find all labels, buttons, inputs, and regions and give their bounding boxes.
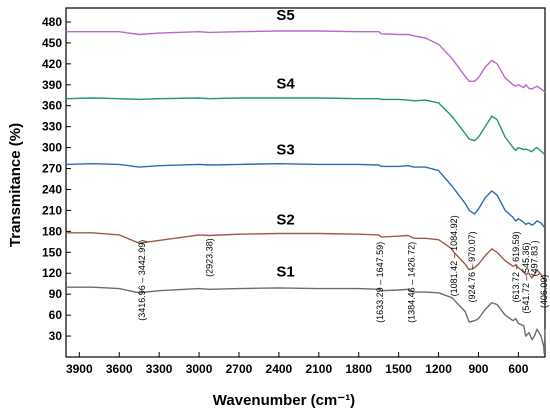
peak-annotation: (613.72 – 619.59) — [511, 231, 521, 302]
x-tick-label: 600 — [508, 362, 528, 376]
y-tick-label: 180 — [42, 224, 62, 238]
series-label-s4: S4 — [276, 75, 295, 92]
x-tick-label: 3600 — [106, 362, 133, 376]
peak-annotation: (406.09) — [539, 275, 549, 309]
y-tick-label: 480 — [42, 15, 62, 29]
peak-annotation: (497.83 ) — [529, 240, 539, 276]
series-label-s5: S5 — [276, 7, 294, 24]
y-tick-label: 330 — [42, 120, 62, 134]
peak-annotation: (1384.46 – 1426.72) — [406, 242, 416, 323]
series-label-s1: S1 — [276, 264, 294, 281]
x-tick-label: 3000 — [186, 362, 213, 376]
y-tick-label: 120 — [42, 266, 62, 280]
y-tick-label: 60 — [49, 308, 63, 322]
y-tick-label: 420 — [42, 57, 62, 71]
x-tick-label: 3900 — [66, 362, 93, 376]
peak-annotation: (1633.29 – 1647.59) — [375, 242, 385, 323]
y-tick-label: 150 — [42, 245, 62, 259]
series-label-s2: S2 — [276, 211, 294, 228]
y-tick-label: 390 — [42, 78, 62, 92]
x-tick-label: 900 — [468, 362, 488, 376]
y-axis-title: Transmitance (%) — [7, 123, 24, 247]
y-tick-label: 270 — [42, 162, 62, 176]
series-line-s4 — [65, 97, 546, 156]
y-tick-label: 360 — [42, 99, 62, 113]
y-tick-label: 90 — [49, 287, 63, 301]
peak-annotation: (2923.38) — [204, 238, 214, 277]
series-line-s1 — [66, 286, 546, 355]
series-label-s3: S3 — [276, 142, 294, 159]
peak-annotation: (541.72 – 545.36) — [521, 243, 531, 314]
x-tick-label: 1200 — [425, 362, 452, 376]
series-line-s3 — [65, 163, 546, 229]
y-tick-label: 240 — [42, 182, 62, 196]
x-tick-label: 1500 — [385, 362, 412, 376]
x-tick-label: 2400 — [266, 362, 293, 376]
y-tick-label: 210 — [42, 203, 62, 217]
x-tick-label: 2100 — [305, 362, 332, 376]
peak-annotation: (3416.96 – 3442.99) — [137, 240, 147, 321]
x-tick-label: 3300 — [146, 362, 173, 376]
peak-annotation: (1081.42 – 1084.92) — [449, 215, 459, 296]
x-axis-title: Wavenumber (cm⁻¹) — [213, 392, 355, 409]
y-tick-label: 30 — [49, 329, 63, 343]
x-tick-label: 1800 — [345, 362, 372, 376]
y-tick-label: 450 — [42, 36, 62, 50]
plot-frame — [65, 7, 546, 358]
peak-annotation: (924.76 – 970.07) — [467, 231, 477, 302]
series-line-s2 — [66, 232, 546, 281]
series-line-s5 — [66, 30, 546, 93]
x-tick-label: 2700 — [226, 362, 253, 376]
y-tick-label: 300 — [42, 141, 62, 155]
